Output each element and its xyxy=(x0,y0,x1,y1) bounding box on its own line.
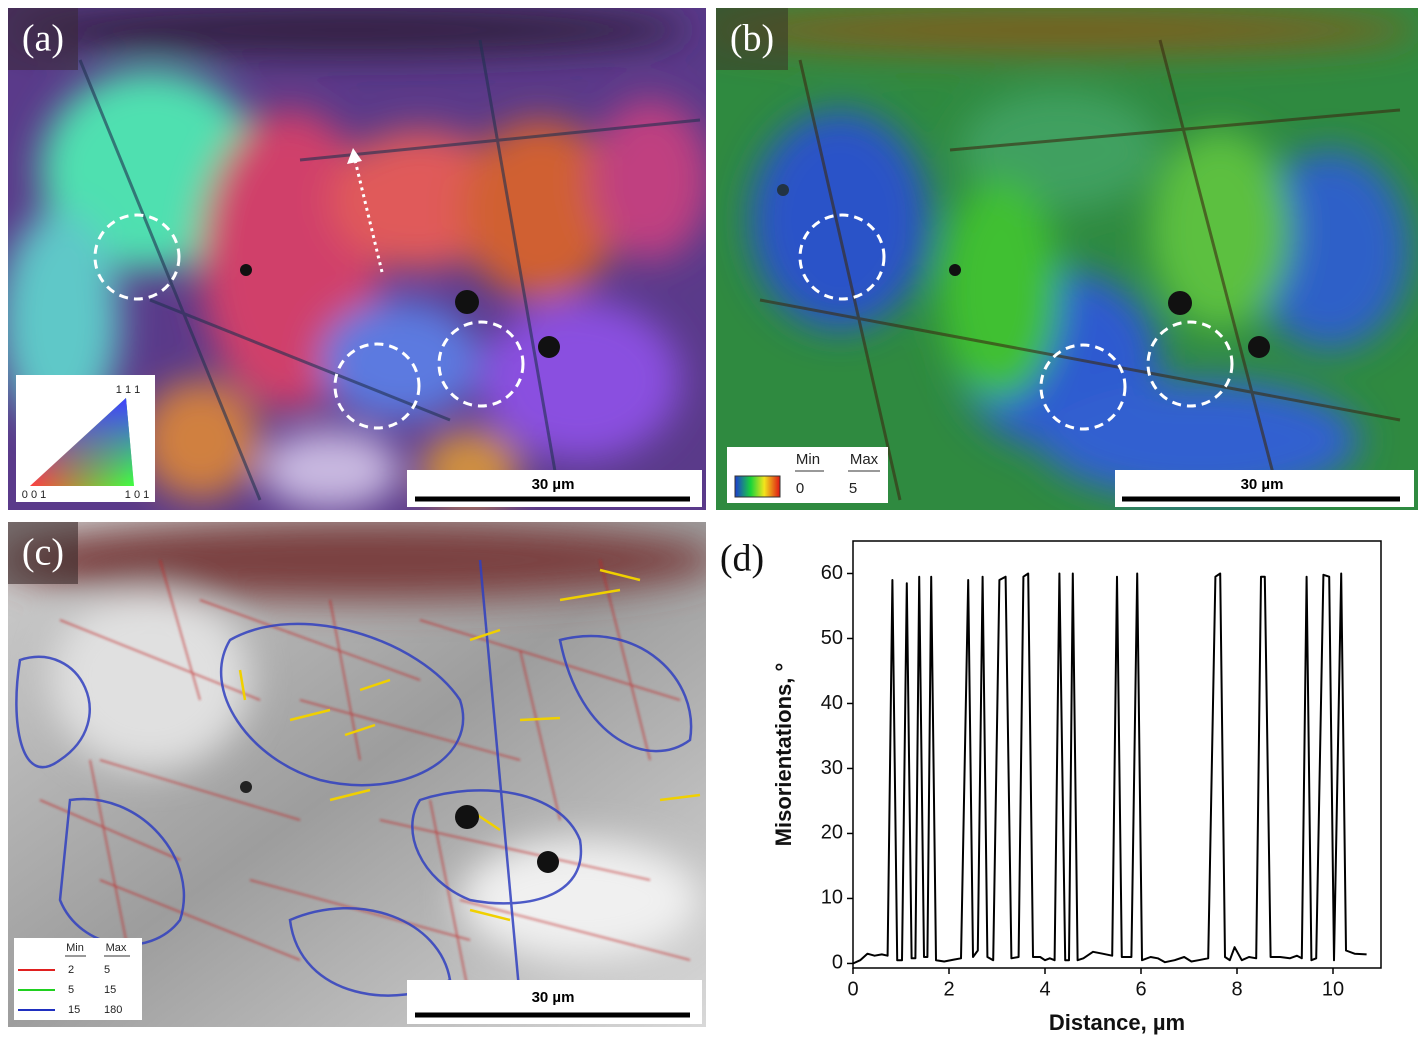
legend-header: Min xyxy=(66,942,84,954)
y-tick-label: 30 xyxy=(821,757,843,779)
x-tick-label: 2 xyxy=(943,978,954,1000)
y-tick-label: 10 xyxy=(821,887,843,909)
y-tick-label: 60 xyxy=(821,562,843,584)
plot-frame xyxy=(852,540,1382,969)
legend-header: Min xyxy=(796,451,820,468)
boundary-legend xyxy=(14,938,142,1020)
scale-bar-label: 30 µm xyxy=(532,476,575,493)
ipf-label: 1 0 1 xyxy=(125,489,149,501)
panel-label: (b) xyxy=(730,18,774,60)
ipf-label: 1 1 1 xyxy=(116,384,140,396)
x-tick-label: 4 xyxy=(1039,978,1050,1000)
panel-label: (d) xyxy=(720,538,764,580)
scale-bar-label: 30 µm xyxy=(1241,476,1284,493)
legend-value: 2 xyxy=(68,964,74,976)
ipf-label: 0 0 1 xyxy=(22,489,46,501)
legend-header: Max xyxy=(106,942,127,954)
legend-value: 5 xyxy=(68,984,74,996)
y-tick-label: 50 xyxy=(821,627,843,649)
panel-a-image xyxy=(8,8,706,510)
legend-value: 15 xyxy=(68,1004,80,1016)
data-line xyxy=(852,572,1367,965)
line-chart: 0 2 4 6 8 10 0 10 20 30 40 50 60 Distance, µm Misorien… xyxy=(771,540,1382,1035)
legend-value: 5 xyxy=(104,964,110,976)
y-tick-label: 0 xyxy=(832,952,843,974)
y-axis-label: Misorientations, ° xyxy=(771,663,796,847)
panel-b-image xyxy=(716,8,1418,510)
panel-label: (c) xyxy=(22,532,64,574)
legend-header: Max xyxy=(850,451,879,468)
panel-c-image xyxy=(8,522,706,1027)
scale-bar-label: 30 µm xyxy=(532,989,575,1006)
x-tick-label: 10 xyxy=(1322,978,1344,1000)
legend-value: 5 xyxy=(849,480,857,497)
legend-value: 15 xyxy=(104,984,116,996)
y-tick-label: 20 xyxy=(821,822,843,844)
y-tick-label: 40 xyxy=(821,692,843,714)
x-tick-label: 0 xyxy=(847,978,858,1000)
legend-value: 180 xyxy=(104,1004,122,1016)
x-tick-label: 8 xyxy=(1231,978,1242,1000)
x-axis-label: Distance, µm xyxy=(1049,1010,1185,1035)
x-tick-label: 6 xyxy=(1135,978,1146,1000)
legend-value: 0 xyxy=(796,480,804,497)
panel-label: (a) xyxy=(22,18,64,60)
